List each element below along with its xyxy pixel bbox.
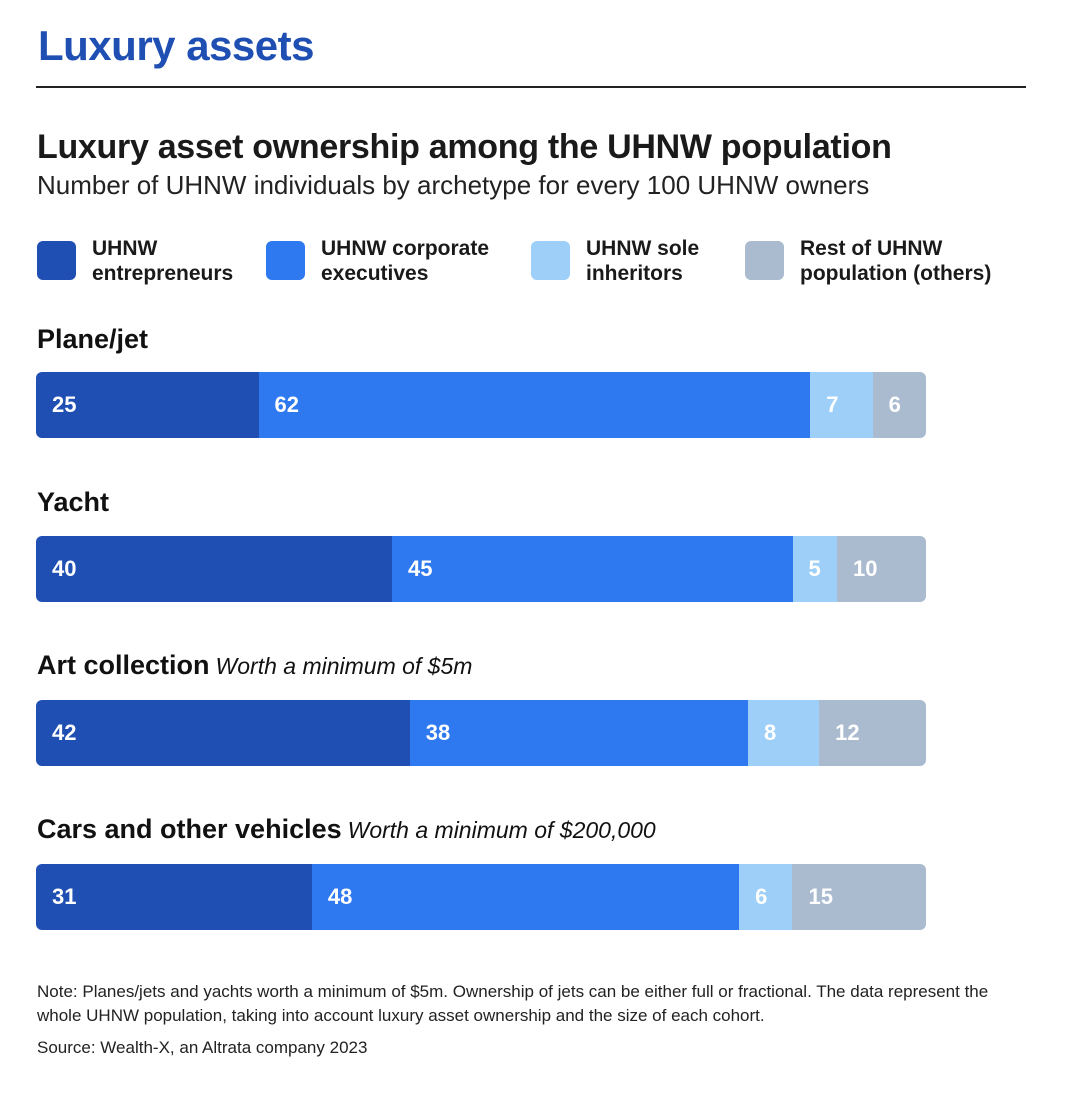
bar-segment-uhnw-sole-inheritors: 7 (810, 372, 873, 438)
bar-segment-uhnw-sole-inheritors: 8 (747, 700, 820, 766)
row-label-note: Worth a minimum of $200,000 (347, 817, 656, 843)
data-label: 10 (853, 556, 878, 581)
source-line: Source: Wealth-X, an Altrata company 202… (37, 1038, 368, 1057)
bar-segment-uhnw-corporate-executives: 45 (392, 536, 793, 602)
bar-segment-rest-of-uhnw-population-others: 15 (792, 864, 926, 930)
data-label: 6 (755, 884, 768, 909)
legend-label: UHNW sole inheritors (586, 237, 700, 285)
chart-legend: UHNW entrepreneurs UHNW corporate execut… (37, 236, 1037, 292)
row-label-text: Plane/jet (37, 324, 149, 354)
row-label-plane-jet: Plane/jet (37, 324, 154, 355)
legend-label: UHNW corporate executives (321, 237, 490, 285)
data-label: 8 (763, 720, 777, 745)
row-label-yacht: Yacht (37, 487, 115, 518)
bar-segment-uhnw-sole-inheritors: 5 (792, 536, 837, 602)
legend-label: UHNW entrepreneurs (92, 237, 234, 285)
bar-segment-uhnw-entrepreneurs: 42 (36, 700, 410, 766)
bar-segment-rest-of-uhnw-population-others: 10 (837, 536, 926, 602)
stacked-bar-yacht: 40 45 5 10 (36, 536, 926, 602)
data-label: 45 (408, 556, 433, 581)
bar-segment-uhnw-corporate-executives: 38 (409, 700, 748, 766)
section-title: Luxury assets (38, 22, 314, 69)
row-label-note: Worth a minimum of $5m (215, 653, 473, 679)
row-label-text: Yacht (37, 487, 110, 517)
data-label: 48 (327, 884, 353, 909)
data-label: 38 (425, 720, 451, 745)
bar-segment-rest-of-uhnw-population-others: 6 (872, 372, 926, 438)
stacked-bar-art-collection: 42 38 8 12 (36, 700, 926, 766)
data-label: 15 (808, 884, 833, 909)
row-label-cars: Cars and other vehicles Worth a minimum o… (37, 814, 656, 845)
legend-item-entrepreneurs: UHNW entrepreneurs (37, 236, 262, 286)
row-label-text: Cars and other vehicles (37, 814, 342, 844)
row-label-text: Art collection (37, 650, 210, 680)
footnote: Note: Planes/jets and yachts worth a min… (37, 982, 989, 1025)
header-divider (36, 86, 1026, 88)
legend-item-corporate-executives: UHNW corporate executives (266, 236, 531, 286)
bar-segment-uhnw-entrepreneurs: 25 (36, 372, 259, 438)
stacked-bar-plane-jet: 25 62 7 6 (36, 372, 926, 438)
legend-swatch (37, 241, 76, 280)
data-label: 40 (52, 556, 77, 581)
legend-swatch (745, 241, 784, 280)
data-label: 62 (274, 392, 299, 417)
bar-segment-uhnw-entrepreneurs: 40 (36, 536, 392, 602)
legend-label: Rest of UHNW population (others) (800, 237, 992, 285)
legend-item-sole-inheritors: UHNW sole inheritors (531, 236, 736, 286)
legend-swatch (531, 241, 570, 280)
row-label-art-collection: Art collection Worth a minimum of $5m (37, 650, 472, 681)
data-label: 25 (52, 392, 77, 417)
legend-item-others: Rest of UHNW population (others) (745, 236, 1030, 286)
chart-title: Luxury asset ownership among the UHNW po… (37, 128, 892, 166)
data-label: 31 (52, 884, 77, 909)
legend-swatch (266, 241, 305, 280)
data-label: 7 (826, 392, 839, 417)
data-label: 12 (835, 720, 860, 745)
stacked-bar-cars: 31 48 6 15 (36, 864, 926, 930)
data-label: 42 (52, 720, 77, 745)
chart-subtitle: Number of UHNW individuals by archetype … (37, 170, 870, 200)
data-label: 5 (808, 556, 821, 581)
bar-segment-uhnw-entrepreneurs: 31 (36, 864, 312, 930)
data-label: 6 (888, 392, 901, 417)
bar-segment-uhnw-sole-inheritors: 6 (739, 864, 793, 930)
bar-segment-uhnw-corporate-executives: 62 (258, 372, 811, 438)
bar-segment-rest-of-uhnw-population-others: 12 (819, 700, 926, 766)
bar-segment-uhnw-corporate-executives: 48 (311, 864, 740, 930)
